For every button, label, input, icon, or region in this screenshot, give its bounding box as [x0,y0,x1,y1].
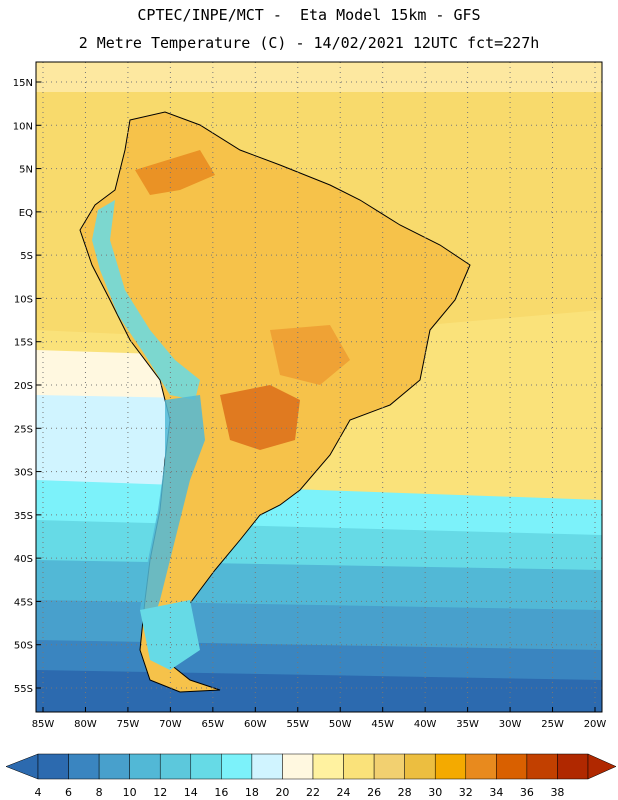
colorbar-label: 28 [398,786,412,799]
colorbar-swatch [190,753,222,780]
temperature-field [36,62,602,712]
colorbar-swatch [496,753,528,780]
lat-label: 20S [14,381,33,392]
lon-label: 45W [371,719,394,730]
lat-label: 45S [14,597,33,608]
colorbar-label: 34 [489,786,503,799]
lat-label: 15N [13,78,33,89]
colorbar-label: 26 [367,786,381,799]
colorbar-label: 12 [153,786,167,799]
colorbar-label: 18 [245,786,259,799]
title-line-1: CPTEC/INPE/MCT - Eta Model 15km - GFS [137,6,481,24]
colorbar-label: 36 [520,786,534,799]
colorbar-label: 24 [337,786,351,799]
hot-area-paraguay [220,385,300,450]
colorbar-arrow-right [587,753,617,780]
colorbar-swatch [68,753,100,780]
colorbar-swatch [373,753,405,780]
colorbar-label: 8 [96,786,103,799]
longitude-labels: 85W 80W 75W 70W 65W 60W 55W 50W 45W 40W 35W 30W 25W 2… [32,707,607,730]
colorbar-label: 6 [65,786,72,799]
lat-label: 25S [14,424,33,435]
colorbar-label: 30 [428,786,442,799]
lat-label: 50S [14,641,33,652]
lat-label: 5S [20,251,33,262]
colorbar-label: 10 [123,786,137,799]
lat-label: 30S [14,468,33,479]
colorbar-swatch [465,753,497,780]
lon-label: 75W [117,719,140,730]
andes-south [140,395,205,630]
colorbar-swatch [404,753,436,780]
lon-label: 80W [74,719,97,730]
lat-label: EQ [19,208,33,219]
andes-north [92,200,200,400]
lat-label: 35S [14,511,33,522]
colorbar-arrow-left [5,753,39,780]
lat-label: 15S [14,338,33,349]
colorbar: 4 6 8 10 12 14 16 18 20 22 24 26 28 30 32 34 36 38 [5,753,617,799]
lat-label: 5N [19,165,33,176]
colorbar-label: 4 [35,786,42,799]
colorbar-swatch [282,753,314,780]
map-frame [35,61,603,713]
grid-lines [36,62,602,712]
colorbar-swatch [312,753,344,780]
colorbar-swatch [159,753,192,780]
colorbar-label: 22 [306,786,320,799]
colorbar-label: 16 [214,786,228,799]
colorbar-label: 14 [184,786,198,799]
lon-label: 60W [244,719,267,730]
colorbar-swatch [251,753,283,780]
colorbar-swatch [37,753,69,780]
lon-label: 25W [541,719,564,730]
hot-area-venezuela [135,150,215,195]
lon-label: 35W [456,719,479,730]
colorbar-swatch [557,753,589,780]
latitude-labels: 15N 10N 5N EQ 5S 10S 15S 20S 25S 30S 35S 40S 45S 50S 5… [13,78,41,695]
colorbar-swatch [129,753,161,780]
title-line-2: 2 Metre Temperature (C) - 14/02/2021 12U… [78,34,540,52]
lon-label: 50W [329,719,352,730]
colorbar-swatch [98,753,130,780]
lat-label: 10N [13,121,33,132]
hot-area-brazil [270,325,350,385]
colorbar-label: 32 [459,786,473,799]
patagonia [140,600,200,670]
lon-label: 20W [584,719,607,730]
lon-label: 40W [414,719,437,730]
lat-label: 55S [14,684,33,695]
lat-label: 10S [14,294,33,305]
colorbar-label: 20 [275,786,289,799]
lon-label: 70W [159,719,182,730]
lon-label: 30W [499,719,522,730]
lon-label: 85W [32,719,55,730]
colorbar-swatch [526,753,558,780]
colorbar-swatch [221,753,253,780]
lon-label: 55W [286,719,309,730]
colorbar-label: 38 [550,786,564,799]
lon-label: 65W [202,719,225,730]
colorbar-swatch [343,753,375,780]
cool-band [36,395,190,500]
north-pale-band [36,62,602,92]
colorbar-swatch [434,753,467,780]
lat-label: 40S [14,554,33,565]
